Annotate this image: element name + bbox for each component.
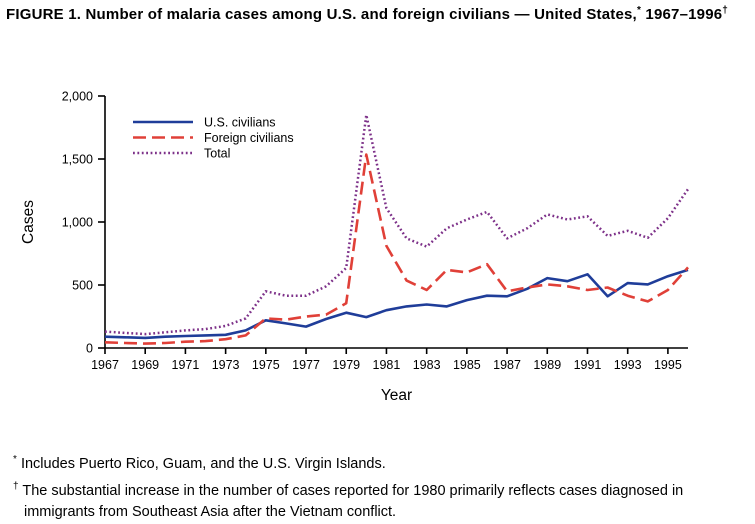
legend-label: U.S. civilians (204, 116, 276, 130)
x-tick-label: 1987 (493, 358, 521, 372)
series-line-u-s-civilians (104, 268, 689, 340)
figure-title-asterisk: * (636, 5, 642, 16)
footnote-asterisk: * Includes Puerto Rico, Guam, and the U.… (8, 452, 750, 476)
footnotes: * Includes Puerto Rico, Guam, and the U.… (8, 452, 750, 524)
footnote-dagger-text: The substantial increase in the number o… (22, 482, 684, 521)
footnote-asterisk-marker: * (13, 454, 17, 465)
y-tick-label: 0 (86, 342, 93, 356)
x-tick-label: 1967 (91, 358, 119, 372)
series-line-foreign-civilians (104, 153, 689, 345)
y-axis-title: Cases (20, 200, 37, 244)
x-tick-label: 1971 (172, 358, 200, 372)
figure-title: FIGURE 1. Number of malaria cases among … (6, 4, 750, 25)
series-line-total (104, 113, 690, 336)
figure-title-dagger: † (722, 5, 729, 16)
footnote-asterisk-text: Includes Puerto Rico, Guam, and the U.S.… (20, 455, 386, 472)
x-axis-title: Year (381, 387, 412, 404)
x-tick-label: 1979 (332, 358, 360, 372)
figure-title-years: 1967–1996 (641, 6, 723, 23)
legend-label: Foreign civilians (204, 131, 294, 145)
footnote-dagger: † The substantial increase in the number… (8, 479, 750, 524)
y-tick-label: 1,000 (62, 216, 93, 230)
y-tick-label: 1,500 (62, 153, 93, 167)
x-tick-label: 1985 (453, 358, 481, 372)
x-tick-label: 1981 (373, 358, 401, 372)
x-tick-label: 1969 (131, 358, 159, 372)
x-tick-label: 1991 (574, 358, 602, 372)
x-tick-label: 1989 (533, 358, 561, 372)
figure-title-text: FIGURE 1. Number of malaria cases among … (6, 6, 637, 23)
y-tick-label: 500 (72, 279, 93, 293)
x-tick-label: 1983 (413, 358, 441, 372)
malaria-line-chart: 0 500 1,000 1,500 2,000 1967 1969 1971 1973 1975 1… (20, 90, 690, 404)
x-tick-label: 1993 (614, 358, 642, 372)
footnote-dagger-marker: † (13, 480, 19, 492)
x-tick-label: 1973 (212, 358, 240, 372)
legend-label: Total (204, 147, 230, 161)
y-tick-label: 2,000 (62, 90, 93, 104)
x-tick-label: 1975 (252, 358, 280, 372)
x-tick-label: 1995 (654, 358, 682, 372)
x-tick-label: 1977 (292, 358, 320, 372)
